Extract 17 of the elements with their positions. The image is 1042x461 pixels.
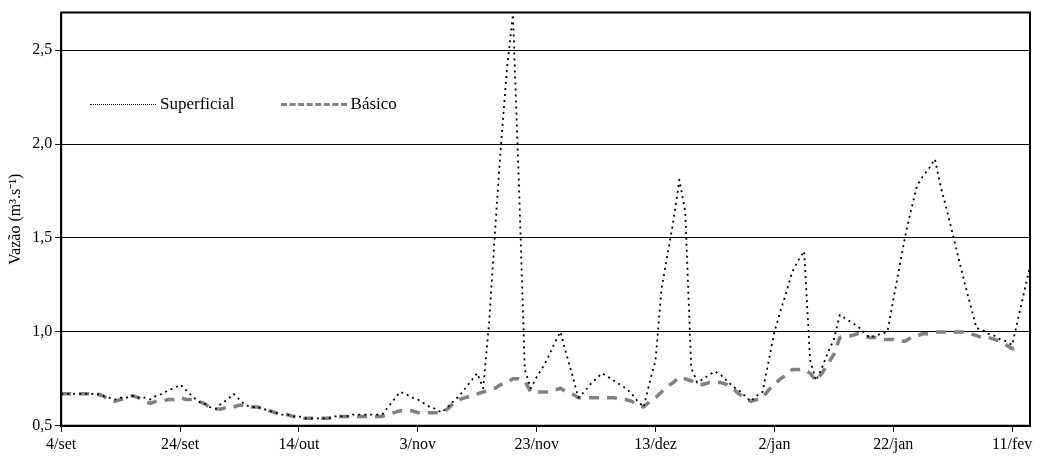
legend-label: Básico [350,94,397,114]
y-tick-label: 2,0 [32,134,53,152]
y-tick-label: 1,5 [32,228,53,246]
y-tick-label: 1,0 [32,322,53,340]
x-tick-label: 4/set [46,434,77,452]
x-tick-label: 3/nov [399,434,437,452]
y-tick-label: 0,5 [32,416,53,433]
x-tick-label: 23/nov [514,434,559,452]
x-tick-label: 13/dez [634,434,677,452]
x-tick-label: 2/jan [758,434,791,453]
legend-label: Superficial [160,94,235,114]
x-tick-label: 11/fev [992,434,1033,452]
y-axis-title: Vazão (m³.s⁻¹) [5,173,24,265]
y-tick-label: 2,5 [32,40,53,58]
x-tick-label: 14/out [278,434,320,452]
x-tick-label: 22/jan [873,434,914,453]
x-tick-label: 24/set [160,434,200,452]
